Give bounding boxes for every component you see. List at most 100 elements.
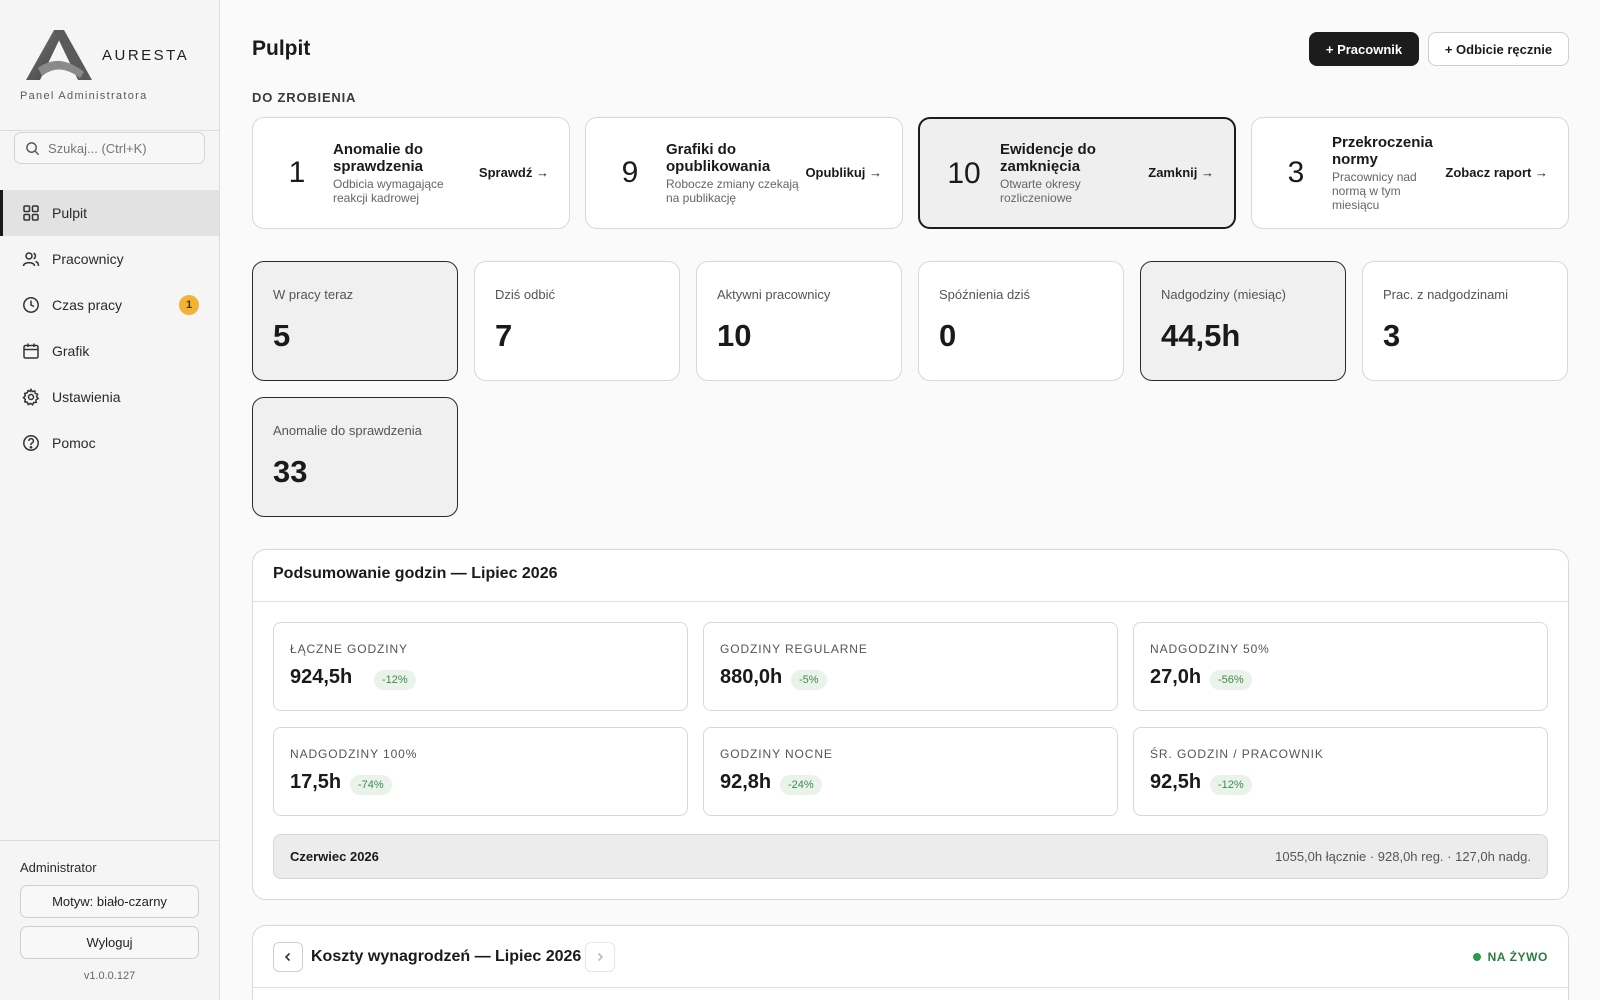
sidebar-item-pomoc[interactable]: Pomoc	[0, 420, 219, 466]
todo-subtitle: Pracownicy nad normą w tym miesiącu	[1332, 170, 1417, 212]
panel-title: Podsumowanie godzin — Lipiec 2026	[273, 565, 558, 582]
sidebar-item-label: Pracownicy	[52, 251, 124, 267]
user-role: Administrator	[20, 860, 97, 875]
metric-value: 924,5h	[290, 666, 353, 688]
metric-night-hours: GODZINY NOCNE 92,8h -24%	[703, 727, 1118, 816]
search-box[interactable]	[14, 132, 205, 164]
metric-value: 880,0h	[720, 666, 783, 688]
sidebar-item-label: Czas pracy	[52, 297, 123, 313]
panel-title: Koszty wynagrodzeń — Lipiec 2026	[311, 948, 582, 965]
sidebar-nav: Pulpit Pracownicy Czas pracy 1 Grafik Us…	[0, 190, 219, 466]
gear-icon	[22, 388, 40, 406]
previous-month-button[interactable]	[273, 942, 303, 972]
stat-label: Spóźnienia dziś	[939, 287, 1031, 302]
stat-value: 33	[273, 454, 308, 489]
todo-card-norm-exceeded[interactable]: 3 Przekroczenia normy Pracownicy nad nor…	[1251, 117, 1569, 229]
stat-card-anomalies[interactable]: Anomalie do sprawdzenia 33	[252, 397, 458, 517]
app-version: v1.0.0.127	[83, 970, 136, 982]
search-input[interactable]	[48, 140, 198, 156]
metric-overtime-50: NADGODZINY 50% 27,0h -56%	[1133, 622, 1548, 711]
change-badge: -24%	[780, 775, 822, 795]
stat-card-punches-today[interactable]: Dziś odbić 7	[474, 261, 680, 381]
sidebar-bottom-divider	[0, 840, 219, 841]
auresta-logo	[26, 30, 92, 80]
todo-subtitle: Otwarte okresy rozliczeniowe	[1000, 177, 1081, 205]
sidebar-item-label: Grafik	[52, 343, 90, 359]
brand-subtitle: Panel Administratora	[20, 90, 148, 102]
sidebar-item-label: Pomoc	[52, 435, 96, 451]
manual-punch-button[interactable]: + Odbicie ręcznie	[1428, 32, 1569, 66]
notification-badge: 1	[179, 295, 199, 315]
todo-action-link[interactable]: Sprawdź →	[478, 165, 549, 180]
todo-action-link[interactable]: Zamknij →	[1148, 165, 1214, 180]
stat-value: 0	[939, 318, 957, 353]
stat-card-employees-overtime[interactable]: Prac. z nadgodzinami 3	[1362, 261, 1568, 381]
metric-label: ŚR. GODZIN / PRACOWNIK	[1150, 747, 1324, 761]
metric-label: NADGODZINY 100%	[290, 747, 418, 761]
todo-title: Anomalie do sprawdzenia	[333, 141, 424, 175]
sidebar-item-ustawienia[interactable]: Ustawienia	[0, 374, 219, 420]
stat-card-active-employees[interactable]: Aktywni pracownicy 10	[696, 261, 902, 381]
change-badge: -12%	[1210, 775, 1252, 795]
change-badge: -12%	[374, 670, 416, 690]
stat-card-overtime-month[interactable]: Nadgodziny (miesiąc) 44,5h	[1140, 261, 1346, 381]
grid-icon	[23, 205, 39, 221]
stat-label: Nadgodziny (miesiąc)	[1161, 287, 1286, 302]
sidebar-item-pracownicy[interactable]: Pracownicy	[0, 236, 219, 282]
metric-value: 92,8h	[720, 771, 772, 793]
todo-card-records[interactable]: 10 Ewidencje do zamknięcia Otwarte okres…	[918, 117, 1236, 229]
live-dot-icon	[1472, 953, 1481, 961]
todo-count: 1	[288, 156, 306, 189]
todo-title: Przekroczenia normy	[1332, 134, 1433, 168]
todo-subtitle: Robocze zmiany czekają na publikację	[666, 177, 799, 205]
page-title: Pulpit	[252, 37, 311, 60]
stat-value: 44,5h	[1161, 318, 1241, 353]
metric-value: 92,5h	[1150, 771, 1202, 793]
chevron-left-icon	[284, 952, 291, 962]
stat-value: 10	[717, 318, 752, 353]
todo-title: Ewidencje do zamknięcia	[1000, 141, 1096, 175]
logout-button[interactable]: Wyloguj	[20, 926, 199, 959]
todo-count: 10	[947, 157, 981, 190]
todo-subtitle: Odbicia wymagające reakcji kadrowej	[333, 177, 444, 205]
metric-regular-hours: GODZINY REGULARNE 880,0h -5%	[703, 622, 1118, 711]
stat-value: 5	[273, 318, 291, 353]
todo-action-link[interactable]: Opublikuj →	[805, 165, 882, 180]
metric-label: NADGODZINY 50%	[1150, 642, 1270, 656]
sidebar-item-grafik[interactable]: Grafik	[0, 328, 219, 374]
todo-title: Grafiki do opublikowania	[666, 141, 771, 175]
metric-total-hours: ŁĄCZNE GODZINY 924,5h -12%	[273, 622, 688, 711]
help-icon	[23, 435, 39, 451]
change-badge: -74%	[350, 775, 392, 795]
previous-month-label: Czerwiec 2026	[290, 849, 379, 864]
users-icon	[22, 252, 40, 267]
todo-count: 3	[1287, 156, 1305, 189]
payroll-costs-panel: Koszty wynagrodzeń — Lipiec 2026 NA ŻYWO	[252, 925, 1569, 1000]
next-month-button[interactable]	[585, 942, 615, 972]
sidebar-item-label: Ustawienia	[52, 389, 121, 405]
stat-card-late-today[interactable]: Spóźnienia dziś 0	[918, 261, 1124, 381]
panel-divider	[253, 601, 1568, 602]
stat-label: Anomalie do sprawdzenia	[273, 423, 422, 438]
sidebar-item-label: Pulpit	[52, 205, 88, 221]
change-badge: -5%	[791, 670, 827, 690]
sidebar-item-czas-pracy[interactable]: Czas pracy 1	[0, 282, 219, 328]
sidebar-item-pulpit[interactable]: Pulpit	[0, 190, 219, 236]
previous-month-values: 1055,0h łącznie · 928,0h reg. · 127,0h n…	[1275, 849, 1531, 864]
live-indicator: NA ŻYWO	[1472, 950, 1548, 964]
metric-overtime-100: NADGODZINY 100% 17,5h -74%	[273, 727, 688, 816]
stat-value: 3	[1383, 318, 1401, 353]
stat-label: Prac. z nadgodzinami	[1383, 287, 1509, 302]
brand-name: AURESTA	[102, 47, 190, 64]
todo-action-link[interactable]: Zobacz raport →	[1445, 165, 1548, 180]
todo-card-anomalies[interactable]: 1 Anomalie do sprawdzenia Odbicia wymaga…	[252, 117, 570, 229]
panel-divider	[253, 987, 1568, 988]
previous-month-summary[interactable]: Czerwiec 2026 1055,0h łącznie · 928,0h r…	[273, 834, 1548, 879]
clock-icon	[23, 297, 39, 313]
metric-label: GODZINY NOCNE	[720, 747, 833, 761]
theme-toggle-button[interactable]: Motyw: biało-czarny	[20, 885, 199, 918]
todo-card-schedules[interactable]: 9 Grafiki do opublikowania Robocze zmian…	[585, 117, 903, 229]
stat-label: Dziś odbić	[495, 287, 555, 302]
add-employee-button[interactable]: + Pracownik	[1309, 32, 1419, 66]
stat-card-working-now[interactable]: W pracy teraz 5	[252, 261, 458, 381]
